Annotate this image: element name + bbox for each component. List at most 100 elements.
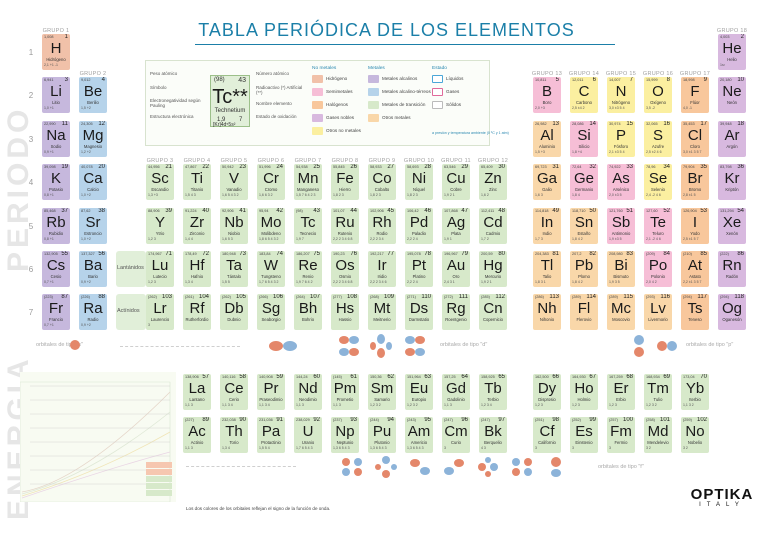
element-cell-ru[interactable]: 101,07 44 Ru Rutenio 2,2 2 3 4 6 8 <box>331 208 359 244</box>
element-cell-pd[interactable]: 106,42 46 Pd Paladio 2,2 2 4 <box>405 208 433 244</box>
element-cell-w[interactable]: 183,84 74 W Tungsteno 1,7 6 5 4 3 2 <box>257 251 285 287</box>
element-cell-bh[interactable]: (264) 107 Bh Bohrio <box>294 294 322 330</box>
element-cell-ts[interactable]: (294) 117 Ts Teneso <box>681 294 709 330</box>
element-cell-ti[interactable]: 47,867 22 Ti Titanio 1,5 4 3 <box>183 164 211 200</box>
element-cell-ga[interactable]: 69,723 31 Ga Galio 1,6 3 <box>533 164 561 200</box>
element-cell-np[interactable]: (237) 93 Np Neptunio 1,3 6 5 4 3 <box>331 417 359 453</box>
element-cell-si[interactable]: 28,086 14 Si Silicio 1,8 +4 <box>570 121 598 157</box>
element-cell-rn[interactable]: (222) 86 Rn Radón <box>718 251 746 287</box>
element-cell-er[interactable]: 167,259 68 Er Erbio 1,2 3 <box>607 374 635 410</box>
element-cell-ds[interactable]: (271) 110 Ds Darmstatio <box>405 294 433 330</box>
element-cell-sb[interactable]: 121,760 51 Sb Antimonio 1,9 ±3 5 <box>607 208 635 244</box>
element-cell-yb[interactable]: 173,04 70 Yb Iterbio 1,1 3 2 <box>681 374 709 410</box>
element-cell-ce[interactable]: 140,116 58 Ce Cerio 1,1 3 4 <box>220 374 248 410</box>
element-cell-xe[interactable]: 131,294 54 Xe Xenón <box>718 208 746 244</box>
element-cell-be[interactable]: 9,012 4 Be Berilio 1,5 +2 <box>79 77 107 113</box>
element-cell-hf[interactable]: 178,49 72 Hf Hafnio 1,3 4 <box>183 251 211 287</box>
element-cell-ir[interactable]: 192,217 77 Ir Iridio 2,2 2 3 4 6 <box>368 251 396 287</box>
element-cell-fr[interactable]: (223) 87 Fr Francio 0,7 +1 <box>42 294 70 330</box>
element-cell-f[interactable]: 18,998 9 F Flúor 4,0 -1 <box>681 77 709 113</box>
element-cell-os[interactable]: 190,23 76 Os Osmio 2,2 2 3 4 6 8 <box>331 251 359 287</box>
element-cell-pm[interactable]: (145) 61 Pm Prometio 1,1 3 <box>331 374 359 410</box>
element-cell-gd[interactable]: 157,25 64 Gd Gadolinio 1,1 3 <box>442 374 470 410</box>
element-cell-i[interactable]: 126,904 53 I Yodo 2,5 ±1 5 7 <box>681 208 709 244</box>
element-cell-pb[interactable]: 207,2 82 Pb Plomo 1,8 4 2 <box>570 251 598 287</box>
element-cell-cm[interactable]: (247) 96 Cm Curio 3 <box>442 417 470 453</box>
element-cell-n[interactable]: 14,007 7 N Nitrógeno 3,0 ±3 5 4 <box>607 77 635 113</box>
element-cell-nh[interactable]: (286) 113 Nh Nihonio <box>533 294 561 330</box>
element-cell-fl[interactable]: (289) 114 Fl Flerovio <box>570 294 598 330</box>
element-cell-la[interactable]: 138,906 57 La Lantano 1,1 3 <box>183 374 211 410</box>
element-cell-pa[interactable]: 231,036 91 Pa Protactinio 1,5 5 4 <box>257 417 285 453</box>
element-cell-db[interactable]: (262) 105 Db Dubnio <box>220 294 248 330</box>
element-cell-sr[interactable]: 87,62 38 Sr Estroncio 1,0 +2 <box>79 208 107 244</box>
element-cell-ne[interactable]: 20,180 10 Ne Neón <box>718 77 746 113</box>
element-cell-in[interactable]: 114,818 49 In Indio 1,7 3 <box>533 208 561 244</box>
element-cell-zn[interactable]: 65,409 30 Zn Zinc 1,6 2 <box>479 164 507 200</box>
element-cell-sn[interactable]: 118,710 50 Sn Estaño 1,8 4 2 <box>570 208 598 244</box>
element-cell-ba[interactable]: 137,327 56 Ba Bario 0,9 +2 <box>79 251 107 287</box>
element-cell-cf[interactable]: (251) 98 Cf Californio 3 <box>533 417 561 453</box>
element-cell-cn[interactable]: (285) 112 Cn Copernicio <box>479 294 507 330</box>
element-cell-br[interactable]: 79,904 35 Br Bromo 2,8 ±1 5 <box>681 164 709 200</box>
element-cell-u[interactable]: 238,029 92 U Uranio 1,7 6 5 4 3 <box>294 417 322 453</box>
element-cell-mt[interactable]: (268) 109 Mt Meitnerio <box>368 294 396 330</box>
element-cell-bk[interactable]: (247) 97 Bk Berquelio 4 3 <box>479 417 507 453</box>
element-cell-na[interactable]: 22,990 11 Na Sodio 0,9 +1 <box>42 121 70 157</box>
element-cell-fm[interactable]: (257) 100 Fm Fermio 3 <box>607 417 635 453</box>
element-cell-lv[interactable]: (293) 116 Lv Livermorio <box>644 294 672 330</box>
element-cell-s[interactable]: 32,065 16 S Azufre 2,5 ±2 4 6 <box>644 121 672 157</box>
element-cell-ag[interactable]: 107,868 47 Ag Plata 1,9 1 <box>442 208 470 244</box>
element-cell-cd[interactable]: 112,411 48 Cd Cadmio 1,7 2 <box>479 208 507 244</box>
element-cell-nd[interactable]: 144,24 60 Nd Neodimio 1,1 3 <box>294 374 322 410</box>
element-cell-p[interactable]: 30,974 15 P Fósforo 2,1 ±3 5 4 <box>607 121 635 157</box>
element-cell-rf[interactable]: (261) 104 Rf Rutherfordio <box>183 294 211 330</box>
element-cell-eu[interactable]: 151,964 63 Eu Europio 1,2 3 2 <box>405 374 433 410</box>
element-cell-rh[interactable]: 102,906 45 Rh Rodio 2,2 2 3 4 <box>368 208 396 244</box>
element-cell-lr[interactable]: (262) 103 Lr Laurencio 3 <box>146 294 174 330</box>
element-cell-v[interactable]: 50,942 23 V Vanadio 1,6 5 4 3 2 <box>220 164 248 200</box>
element-cell-dy[interactable]: 162,500 66 Dy Disprosio 1,2 3 <box>533 374 561 410</box>
element-cell-po[interactable]: (209) 84 Po Polonio 2,0 4 2 <box>644 251 672 287</box>
element-cell-pt[interactable]: 195,078 78 Pt Platino 2,2 2 4 <box>405 251 433 287</box>
element-cell-at[interactable]: (210) 85 At Astato 2,2 ±1 3 5 7 <box>681 251 709 287</box>
element-cell-sc[interactable]: 44,956 21 Sc Escandio 1,3 +3 <box>146 164 174 200</box>
element-cell-mg[interactable]: 24,305 12 Mg Magnesio 1,2 +2 <box>79 121 107 157</box>
element-cell-hs[interactable]: (277) 108 Hs Hassio <box>331 294 359 330</box>
element-cell-mo[interactable]: 95,94 42 Mo Molibdeno 1,8 6 5 4 3 2 <box>257 208 285 244</box>
element-cell-hg[interactable]: 200,59 80 Hg Mercurio 1,9 2 1 <box>479 251 507 287</box>
element-cell-ni[interactable]: 58,693 28 Ni Níquel 1,8 2 3 <box>405 164 433 200</box>
element-cell-re[interactable]: 186,207 75 Re Renio 1,9 7 6 4 2 <box>294 251 322 287</box>
element-cell-ar[interactable]: 39,948 18 Ar Argón <box>718 121 746 157</box>
element-cell-bi[interactable]: 208,980 83 Bi Bismuto 1,9 3 5 <box>607 251 635 287</box>
element-cell-no[interactable]: (259) 102 No Nobelio 3 2 <box>681 417 709 453</box>
element-cell-pu[interactable]: (244) 94 Pu Plutonio 1,3 6 5 4 3 <box>368 417 396 453</box>
element-cell-ho[interactable]: 164,930 67 Ho Holmio 1,2 3 <box>570 374 598 410</box>
element-cell-o[interactable]: 15,999 8 O Oxígeno 3,5 -2 <box>644 77 672 113</box>
element-cell-rg[interactable]: (272) 111 Rg Roentgenio <box>442 294 470 330</box>
element-cell-cl[interactable]: 35,453 17 Cl Cloro 3,0 ±1 3 5 7 <box>681 121 709 157</box>
element-cell-kr[interactable]: 83,798 36 Kr Kriptón <box>718 164 746 200</box>
element-cell-og[interactable]: (294) 118 Og Oganesón <box>718 294 746 330</box>
element-cell-ca[interactable]: 40,078 20 Ca Calcio 1,0 +2 <box>79 164 107 200</box>
element-cell-th[interactable]: 232,038 90 Th Torio 1,3 4 <box>220 417 248 453</box>
element-cell-se[interactable]: 78,96 34 Se Selenio 2,4 -2 4 6 <box>644 164 672 200</box>
element-cell-mn[interactable]: 54,938 25 Mn Manganeso 1,5 7 6 4 2 3 <box>294 164 322 200</box>
element-cell-zr[interactable]: 91,224 40 Zr Zirconio 1,4 4 <box>183 208 211 244</box>
element-cell-tc[interactable]: (98) 43 Tc Tecnecio 1,9 7 <box>294 208 322 244</box>
element-cell-am[interactable]: (243) 95 Am Americio 1,3 6 5 4 3 <box>405 417 433 453</box>
element-cell-sg[interactable]: (266) 106 Sg Seaborgio <box>257 294 285 330</box>
element-cell-ra[interactable]: (226) 88 Ra Radio 0,9 +2 <box>79 294 107 330</box>
element-cell-li[interactable]: 6,941 3 Li Litio 1,0 +1 <box>42 77 70 113</box>
element-cell-au[interactable]: 196,967 79 Au Oro 2,4 3 1 <box>442 251 470 287</box>
element-cell-es[interactable]: (252) 99 Es Einstenio 3 <box>570 417 598 453</box>
element-cell-te[interactable]: 127,60 52 Te Teluro 2,1 -2 4 6 <box>644 208 672 244</box>
element-cell-rb[interactable]: 85,468 37 Rb Rubidio 0,8 +1 <box>42 208 70 244</box>
element-cell-cs[interactable]: 132,905 55 Cs Cesio 0,7 +1 <box>42 251 70 287</box>
element-cell-ta[interactable]: 180,948 73 Ta Tántalo 1,5 5 <box>220 251 248 287</box>
element-cell-as[interactable]: 74,922 33 As Arsénico 2,0 ±3 5 <box>607 164 635 200</box>
element-cell-md[interactable]: (258) 101 Md Mendelevio 3 2 <box>644 417 672 453</box>
element-cell-sm[interactable]: 150,36 62 Sm Samario 1,2 3 2 <box>368 374 396 410</box>
element-cell-ac[interactable]: (227) 89 Ac Actinio 1,1 3 <box>183 417 211 453</box>
element-cell-c[interactable]: 12,011 6 C Carbono 2,5 ±4 2 <box>570 77 598 113</box>
